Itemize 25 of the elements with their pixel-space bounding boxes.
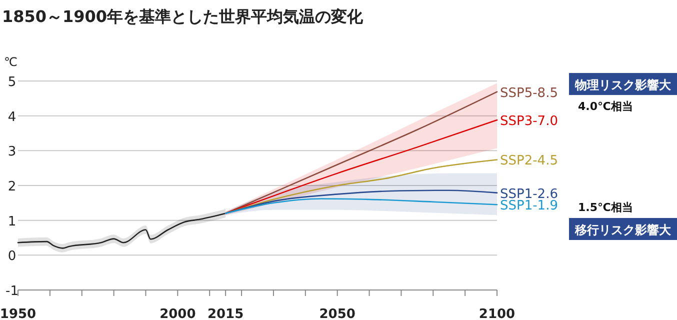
line-series (224, 198, 498, 214)
x-tick-label: 2050 (319, 307, 356, 320)
x-tick-label: 2015 (207, 307, 244, 320)
text: 4.0℃相当 (578, 100, 633, 113)
x-tick-label: 2100 (478, 307, 516, 320)
series-label: SSP1-1.9 (500, 198, 558, 214)
chart-title: 1850～1900年を基準とした世界平均気温の変化 (2, 7, 364, 26)
series-label: SSP5-8.5 (500, 86, 558, 101)
line-series (224, 190, 498, 214)
y-tick-label: 3 (8, 144, 16, 160)
x-tick-label: 2000 (160, 307, 196, 320)
y-tick-label: 4 (8, 110, 16, 125)
line-series (224, 119, 498, 214)
text: 物理リスク影響大 (574, 78, 672, 92)
series-label: SSP2-4.5 (500, 154, 558, 169)
x-tick-label: 1950 (0, 307, 36, 320)
y-tick-label: -1 (6, 284, 18, 299)
y-tick-label: 2 (8, 180, 16, 194)
text: 移行リスク影響大 (574, 223, 672, 237)
series-label: SSP3-7.0 (500, 114, 558, 130)
y-tick-label: 0 (8, 249, 16, 264)
text: 1.5℃相当 (578, 201, 633, 214)
y-tick-label: 5 (8, 75, 16, 90)
y-tick-label: 1 (8, 214, 16, 230)
y-axis-title: ℃ (4, 55, 18, 69)
